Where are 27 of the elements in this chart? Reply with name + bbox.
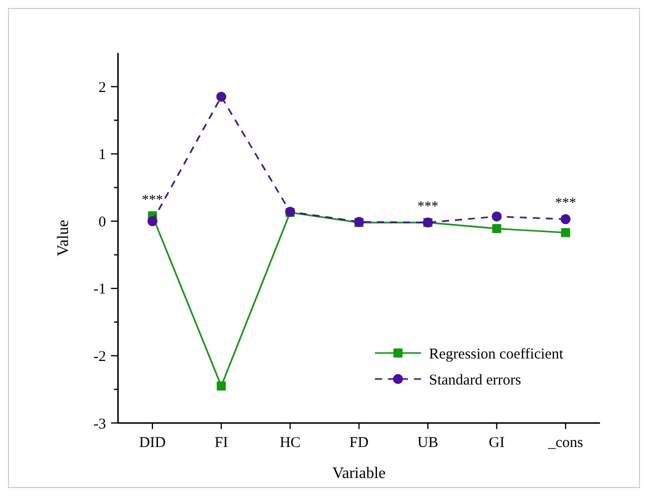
y-tick-label: 2 bbox=[98, 80, 106, 96]
y-tick-label: -2 bbox=[94, 348, 106, 365]
y-tick-label: 0 bbox=[98, 214, 106, 230]
point bbox=[492, 211, 502, 222]
annotation: *** bbox=[417, 200, 438, 215]
annotation: *** bbox=[142, 192, 163, 208]
x-axis-title: Variable bbox=[332, 465, 386, 482]
point bbox=[147, 216, 158, 226]
point bbox=[216, 92, 226, 102]
y-tick-label: -1 bbox=[94, 282, 106, 298]
x-tick-label: GI bbox=[488, 435, 505, 451]
x-tick-label: FD bbox=[349, 435, 369, 451]
point bbox=[216, 382, 226, 390]
annotation: *** bbox=[555, 196, 576, 212]
legend-label: Regression coefficient bbox=[429, 346, 564, 362]
x-tick-label: FI bbox=[214, 435, 228, 451]
point bbox=[560, 214, 571, 224]
y-tick-label: 1 bbox=[98, 147, 106, 164]
x-tick-label: DID bbox=[139, 435, 166, 451]
point bbox=[561, 228, 570, 238]
y-axis-title: Value bbox=[55, 220, 72, 256]
x-tick-label: UB bbox=[417, 435, 438, 451]
legend-label: Standard errors bbox=[429, 372, 522, 388]
point bbox=[492, 224, 502, 234]
y-tick-label: -3 bbox=[94, 416, 106, 432]
x-tick-label: HC bbox=[280, 435, 301, 451]
x-tick-label: _cons bbox=[547, 435, 584, 451]
